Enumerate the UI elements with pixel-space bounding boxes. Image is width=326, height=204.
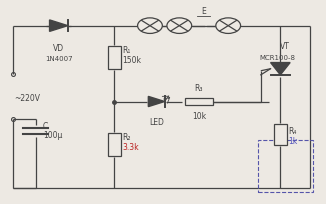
Text: 1N4007: 1N4007	[45, 56, 72, 62]
Circle shape	[138, 19, 162, 34]
Text: VT: VT	[280, 42, 290, 51]
Text: ~220V: ~220V	[15, 93, 41, 102]
Text: 150k: 150k	[122, 56, 141, 65]
Text: LED: LED	[149, 117, 164, 126]
Polygon shape	[271, 63, 290, 75]
Text: R₄: R₄	[289, 126, 297, 135]
Text: E: E	[201, 7, 206, 16]
Bar	[258, 141, 313, 192]
Text: R₁: R₁	[122, 45, 131, 54]
Text: 100μ: 100μ	[43, 130, 62, 139]
Bar	[108, 133, 121, 157]
Text: 10k: 10k	[192, 112, 206, 121]
Text: MCR100-8: MCR100-8	[259, 55, 295, 61]
Text: 3.3k: 3.3k	[122, 142, 139, 151]
Bar	[274, 125, 287, 145]
Polygon shape	[50, 21, 68, 32]
Bar	[108, 46, 121, 70]
Circle shape	[167, 19, 192, 34]
Polygon shape	[148, 97, 165, 107]
Text: 1k: 1k	[289, 136, 298, 145]
Bar	[185, 99, 213, 105]
Text: C: C	[43, 121, 48, 130]
Text: R₂: R₂	[122, 132, 131, 141]
Text: R₃: R₃	[195, 83, 203, 92]
Text: VD: VD	[53, 44, 64, 53]
Circle shape	[216, 19, 241, 34]
